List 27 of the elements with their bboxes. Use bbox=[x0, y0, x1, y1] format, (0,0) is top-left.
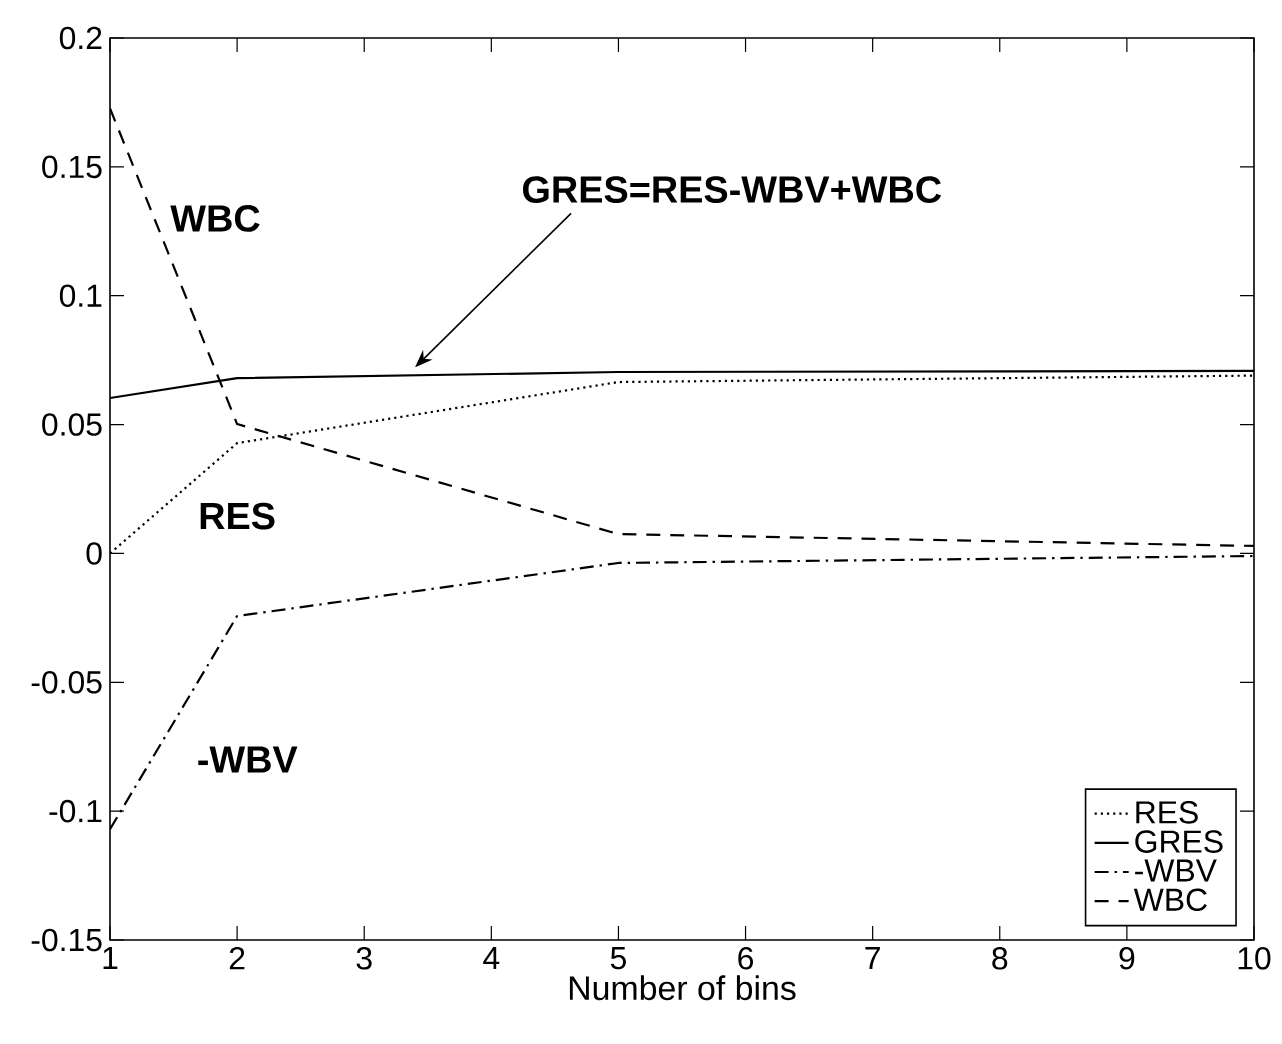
x-axis-title: Number of bins bbox=[569, 975, 796, 1001]
y-tick-label: -0.15 bbox=[31, 928, 102, 952]
y-tick-label: 0.2 bbox=[59, 26, 102, 50]
x-tick-label: 6 bbox=[738, 947, 753, 970]
x-tick-label: 9 bbox=[1119, 947, 1135, 970]
y-tick-label: -0.05 bbox=[31, 671, 102, 694]
x-tick-label: 8 bbox=[992, 947, 1008, 970]
x-tick-label: 3 bbox=[356, 947, 372, 970]
annotation: GRES=RES-WBV+WBC bbox=[523, 176, 942, 203]
annotation: WBC bbox=[170, 204, 260, 232]
y-tick-label: -0.1 bbox=[49, 799, 102, 823]
x-tick-label: 2 bbox=[229, 947, 245, 970]
x-tick-label: 10 bbox=[1238, 947, 1271, 970]
y-tick-label: 0.15 bbox=[42, 155, 102, 179]
y-tick-label: 0.05 bbox=[42, 413, 102, 436]
annotation: -WBV bbox=[198, 746, 298, 773]
legend-label: -WBV bbox=[1135, 859, 1217, 882]
x-tick-label: 4 bbox=[483, 947, 500, 969]
y-tick-label: 0.1 bbox=[59, 284, 102, 307]
legend-label: GRES bbox=[1135, 830, 1223, 853]
legend-label: WBC bbox=[1133, 888, 1207, 912]
x-tick-label: 7 bbox=[865, 947, 880, 969]
legend-label: RES bbox=[1136, 801, 1198, 824]
y-tick-label: 0 bbox=[86, 542, 102, 565]
x-tick-label: 1 bbox=[103, 947, 118, 969]
x-tick-label: 5 bbox=[610, 947, 626, 970]
annotation: RES bbox=[200, 502, 275, 530]
